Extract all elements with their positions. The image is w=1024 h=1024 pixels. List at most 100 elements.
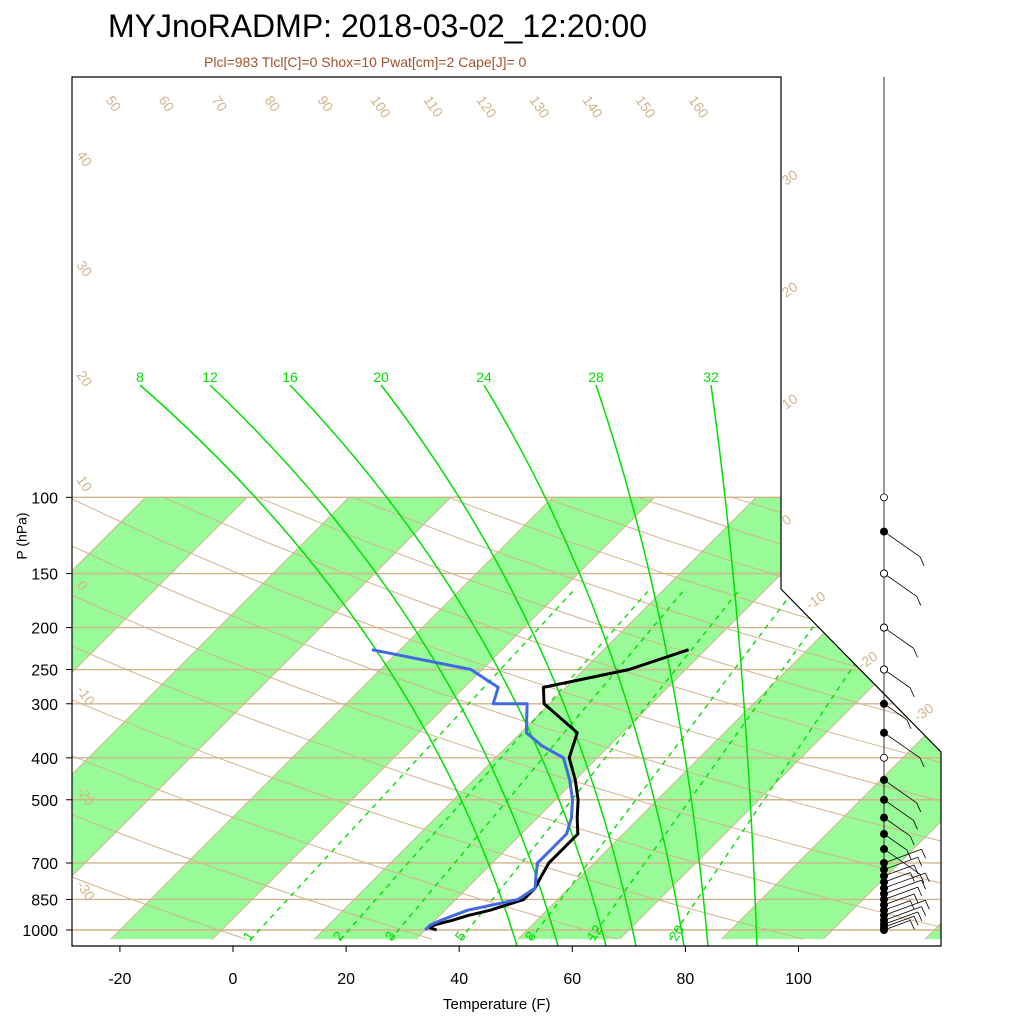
isotherm-top-label: 150 — [633, 93, 660, 121]
isotherm-top-label: 110 — [421, 93, 447, 121]
wind-barb — [883, 886, 918, 900]
wind-barb-flag — [919, 556, 925, 567]
isotherm-line — [72, 496, 452, 940]
moist-adiabat-label: 20 — [373, 369, 389, 385]
moist-adiabat-line — [289, 384, 607, 946]
wind-barb — [883, 915, 915, 928]
x-tick-label: 40 — [450, 971, 468, 988]
wind-barb — [883, 531, 921, 558]
temperature-bands — [72, 497, 941, 940]
temperature-band — [72, 497, 248, 940]
dry-adiabat-line — [162, 496, 941, 940]
sounding-profiles — [371, 648, 690, 932]
temperature-band — [72, 497, 451, 940]
wind-calm-circle — [880, 623, 888, 632]
wind-calm-circle — [880, 665, 888, 674]
plot-frame — [71, 76, 942, 947]
dry-adiabat-line — [921, 496, 941, 940]
wind-barb-flag — [919, 757, 925, 768]
isotherm-right-label: 10 — [779, 390, 801, 412]
wind-barb-flag — [909, 920, 915, 930]
isotherm-top-label: 100 — [368, 93, 395, 121]
wind-barb-flag — [921, 906, 926, 916]
x-tick-label: -20 — [108, 971, 131, 988]
wind-barb-flag — [916, 596, 922, 606]
moist-adiabat-line — [595, 384, 709, 946]
wind-barb — [883, 872, 911, 883]
wind-barb — [883, 899, 926, 916]
y-tick-label: 300 — [31, 697, 58, 714]
isotherm-line — [619, 496, 941, 940]
dry-adiabat-line — [72, 496, 941, 940]
isotherm-top-label: 160 — [686, 93, 713, 121]
wind-barb-flag — [919, 874, 925, 884]
wind-barb-flag — [921, 880, 926, 890]
moist-adiabat-label: 12 — [202, 369, 218, 385]
x-tick-label: 0 — [229, 971, 238, 988]
moist-adiabat-line — [483, 384, 685, 946]
dry-adiabat-line — [72, 496, 247, 940]
wind-barb — [883, 900, 911, 911]
mixing-ratio-lines — [139, 384, 906, 946]
wind-barb — [883, 573, 917, 597]
wind-barb — [883, 856, 918, 870]
y-tick-label: 200 — [31, 621, 58, 638]
wind-barb-flag — [924, 872, 930, 883]
y-tick-label: 700 — [31, 856, 58, 873]
y-tick-label: 500 — [31, 793, 58, 810]
wind-barb — [883, 920, 911, 931]
isotherm-line — [212, 496, 655, 940]
wind-barb-flag — [917, 911, 923, 922]
isotherm-line — [110, 496, 553, 940]
wind-barb — [883, 627, 914, 649]
wind-calm-circle — [880, 493, 888, 502]
wind-barb-flag — [916, 802, 922, 813]
isotherm-top-label: 50 — [103, 93, 125, 115]
mixing-ratio-label: 20 — [665, 922, 687, 944]
moist-adiabat-label: 8 — [136, 369, 144, 385]
wind-barb — [883, 669, 911, 689]
isotherm-top-label: 120 — [474, 93, 501, 121]
wind-barb-flag — [913, 893, 919, 904]
wind-barb — [883, 703, 908, 721]
wind-barb-flag — [917, 857, 923, 867]
wind-barb-flag — [906, 849, 912, 860]
dry-adiabat-line — [72, 496, 941, 940]
dry-adiabat-line — [72, 496, 433, 940]
temperature-band — [925, 497, 941, 940]
isotherm-line — [924, 496, 941, 940]
x-tick-label: 20 — [337, 971, 355, 988]
dry-adiabat-line — [1017, 497, 1024, 939]
chart-title: MYJnoRADMP: 2018-03-02_12:20:00 — [108, 8, 647, 44]
dry-adiabat-line — [72, 496, 618, 940]
dry-adiabat-line — [72, 496, 941, 940]
moist-adiabat-label: 32 — [703, 369, 719, 385]
wind-barb-flag — [921, 849, 926, 859]
wind-barb-flag — [909, 900, 915, 910]
isotherm-line — [72, 496, 350, 940]
plot-border — [71, 76, 942, 947]
wind-barb — [883, 817, 911, 837]
isotherm-top-label: 70 — [209, 93, 231, 115]
moist-adiabat-line — [710, 384, 758, 946]
isotherm-line — [313, 496, 757, 940]
moist-adiabat-label: 24 — [476, 369, 492, 385]
isotherm-right-label: 30 — [779, 166, 801, 188]
mixing-ratio-line — [459, 588, 741, 941]
mixing-ratio-line — [339, 588, 651, 941]
dry-adiabat-line — [257, 496, 941, 940]
isotherm-left-label: 20 — [74, 368, 96, 390]
x-tick-label: 60 — [563, 971, 581, 988]
wind-barb-flag — [913, 916, 919, 926]
mixing-ratio-line — [389, 588, 686, 941]
isotherm-right-label: -30 — [911, 700, 937, 725]
wind-barb — [883, 848, 921, 875]
moist-adiabat-label: 16 — [282, 369, 298, 385]
wind-barb — [883, 906, 922, 921]
temperature-band — [314, 497, 858, 940]
wind-barb — [883, 848, 922, 864]
isotherm-top-label: 130 — [527, 93, 554, 121]
moist-adiabat-label: 28 — [588, 369, 604, 385]
wind-barb-flag — [909, 835, 915, 846]
x-axis-label: Temperature (F) — [443, 996, 551, 1013]
